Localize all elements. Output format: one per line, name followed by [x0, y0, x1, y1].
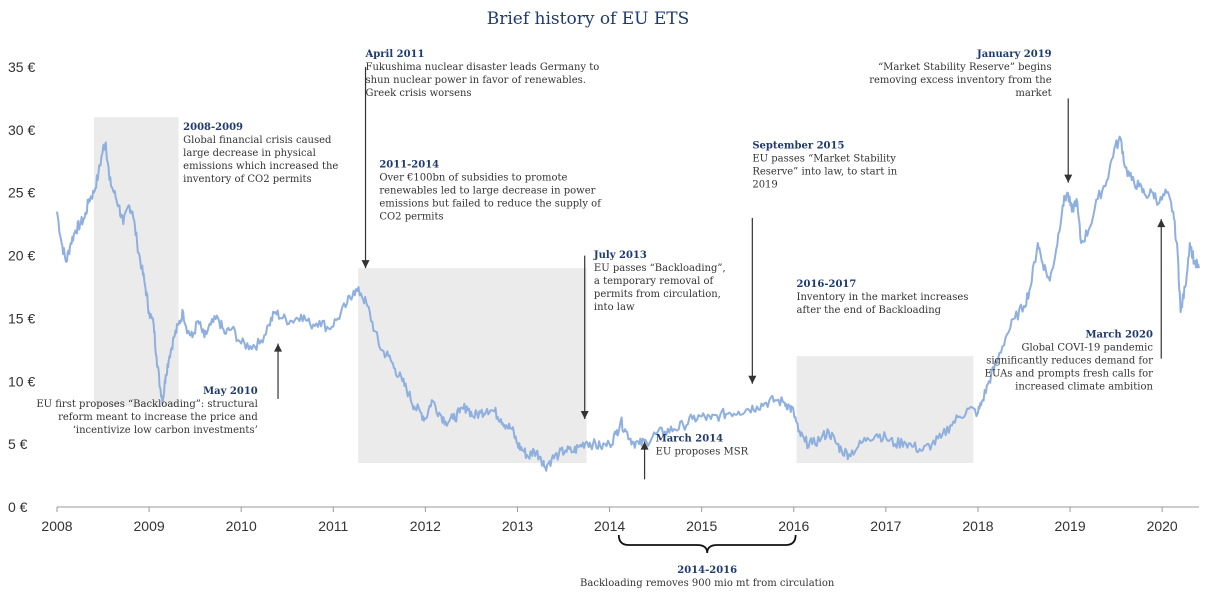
x-tick-label: 2020 — [1147, 518, 1178, 534]
ann-march2014-heading: March 2014 — [656, 434, 724, 445]
ann-2011-line: Greek crisis worsens — [366, 88, 472, 99]
price-series — [56, 135, 1200, 472]
ann-march2020-arrow-head — [1157, 219, 1166, 228]
ann-may2010-arrow-head — [274, 343, 283, 352]
ann-sep2015-arrow-head — [748, 375, 757, 384]
x-tick-label: 2011 — [318, 518, 348, 534]
x-tick-label: 2008 — [41, 518, 72, 534]
axes: 0 € 5 € 10 € 15 € 20 € 25 € 30 € 35 € 2008 2009 20… — [8, 59, 1199, 534]
ann-march2020-line: significantly reduces demand for — [986, 355, 1153, 366]
ann-jan2019-arrow-head — [1064, 174, 1073, 183]
ann-march2014-arrow-head — [640, 441, 649, 450]
x-tick-label: 2010 — [226, 518, 257, 534]
ann-sep2015-heading: September 2015 — [752, 141, 844, 152]
ann-2011-2014-heading: 2011-2014 — [379, 160, 439, 171]
y-tick-label: 30 € — [8, 122, 35, 138]
ann-2008-line: inventory of CO2 permits — [183, 174, 312, 185]
y-tick-label: 25 € — [8, 185, 35, 201]
y-tick-label: 0 € — [8, 499, 28, 515]
ann-may2010-heading: May 2010 — [203, 386, 258, 397]
ann-may2010-line: ‘incentivize low carbon investments’ — [73, 425, 258, 436]
bracket-2014-2016: 2014-2016 Backloading removes 900 mio mt … — [580, 534, 835, 589]
ann-july2013-arrow-head — [580, 411, 589, 419]
y-tick-label: 20 € — [8, 248, 35, 264]
x-tick-label: 2014 — [594, 518, 625, 534]
ann-sep2015-line: EU passes “Market Stability — [752, 154, 896, 165]
y-tick-label: 5 € — [8, 436, 28, 452]
ann-2011-heading: April 2011 — [365, 49, 425, 60]
ann-2011-line: Fukushima nuclear disaster leads Germany… — [366, 62, 600, 73]
ann-july2013-heading: July 2013 — [593, 250, 647, 261]
shaded-period-2 — [796, 356, 974, 463]
ann-march2020-line: EUAs and prompts fresh calls for — [985, 368, 1153, 379]
ann-may2010-line: EU first proposes “Backloading”: structu… — [36, 399, 257, 410]
bracket-heading: 2014-2016 — [677, 565, 737, 576]
ann-july2013-line: a temporary removal of — [594, 276, 715, 287]
ann-jan2019-heading: January 2019 — [976, 49, 1052, 60]
ann-2016-2017-line: Inventory in the market increases — [797, 292, 969, 303]
ann-jan2019-line: market — [1015, 88, 1051, 99]
annotations: 2008-2009 Global financial crisis caused l… — [36, 49, 1166, 480]
shaded-periods — [93, 117, 974, 463]
x-tick-label: 2013 — [502, 518, 533, 534]
x-tick-label: 2012 — [410, 518, 441, 534]
ann-march2014-line: EU proposes MSR — [656, 447, 749, 458]
ann-july2013-line: into law — [594, 302, 635, 313]
ann-sep2015-line: Reserve” into law, to start in — [752, 167, 897, 178]
ann-2008-heading: 2008-2009 — [183, 122, 243, 133]
ann-2008-line: emissions which increased the — [183, 161, 338, 172]
x-tick-label: 2009 — [134, 518, 165, 534]
ann-2016-2017-heading: 2016-2017 — [797, 279, 857, 290]
ann-2011-line: shun nuclear power in favor of renewable… — [366, 75, 586, 86]
y-tick-label: 35 € — [8, 59, 35, 75]
bracket-brace — [617, 534, 797, 554]
ann-march2020-heading: March 2020 — [1085, 329, 1153, 340]
ann-2011-2014-line: CO2 permits — [379, 212, 443, 223]
ann-march2020-line: Global COVI-19 pandemic — [1021, 342, 1153, 353]
bracket-label: Backloading removes 900 mio mt from circ… — [580, 578, 835, 589]
ann-jan2019-line: “Market Stability Reserve” begins — [878, 62, 1052, 73]
ann-sep2015-line: 2019 — [752, 180, 777, 191]
ann-jan2019-line: removing excess inventory from the — [869, 75, 1052, 86]
ann-2016-2017-line: after the end of Backloading — [797, 305, 942, 316]
x-tick-label: 2016 — [778, 518, 809, 534]
y-tick-label: 15 € — [8, 310, 35, 326]
x-tick-label: 2018 — [962, 518, 993, 534]
y-tick-label: 10 € — [8, 373, 35, 389]
ann-may2010-line: reform meant to increase the price and — [58, 412, 258, 423]
ann-2008-line: Global financial crisis caused — [183, 135, 332, 146]
ann-2008-line: large decrease in physical — [183, 148, 316, 159]
ann-july2013-line: permits from circulation, — [594, 289, 721, 300]
x-tick-label: 2015 — [686, 518, 717, 534]
ann-2011-2014-line: Over €100bn of subsidies to promote — [379, 173, 567, 184]
shaded-period-1 — [358, 268, 587, 463]
ann-2011-2014-line: renewables led to large decrease in powe… — [379, 186, 595, 197]
x-tick-label: 2019 — [1054, 518, 1085, 534]
ann-july2013-line: EU passes “Backloading”, — [594, 263, 726, 274]
ann-2011-2014-line: emissions but failed to reduce the suppl… — [379, 199, 602, 210]
series-line-0 — [56, 135, 1200, 472]
chart-title: Brief history of EU ETS — [487, 9, 690, 29]
ann-march2020-line: increased climate ambition — [1015, 381, 1153, 392]
x-tick-label: 2017 — [870, 518, 901, 534]
ann-2011-arrow-head — [361, 260, 370, 269]
